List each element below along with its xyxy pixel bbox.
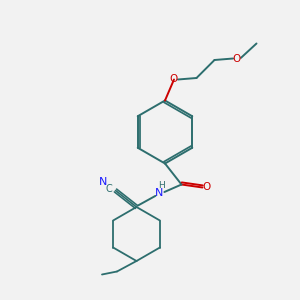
Text: O: O [233,53,241,64]
Text: O: O [202,182,210,193]
Text: H: H [158,182,165,190]
Text: N: N [99,176,107,187]
Text: C: C [106,184,112,194]
Text: N: N [155,188,163,199]
Text: O: O [170,74,178,85]
